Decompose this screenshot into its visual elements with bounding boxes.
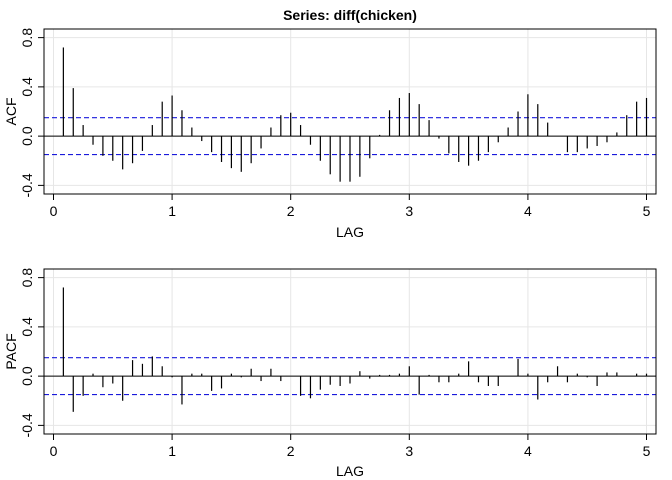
pacf-y-tick-label: -0.4	[19, 413, 35, 437]
acf-x-tick-label: 5	[643, 203, 651, 219]
pacf-y-tick-label: 0.0	[19, 366, 35, 386]
acf-plot-frame	[43, 28, 657, 195]
pacf-y-axis-title: PACF	[3, 333, 19, 369]
acf-y-tick-label: 0.4	[19, 77, 35, 97]
chart-title: Series: diff(chicken)	[283, 7, 417, 23]
pacf-x-tick-label: 0	[50, 443, 58, 459]
acf-x-tick-label: 0	[50, 203, 58, 219]
pacf-x-tick-label: 5	[643, 443, 651, 459]
pacf-x-axis-title: LAG	[336, 463, 364, 479]
acf-y-tick-label: 0.8	[19, 28, 35, 48]
acf-y-tick-label: -0.4	[19, 173, 35, 197]
acf-x-tick-label: 3	[405, 203, 413, 219]
pacf-y-tick-label: 0.8	[19, 268, 35, 288]
pacf-x-tick-label: 2	[287, 443, 295, 459]
pacf-x-tick-label: 1	[168, 443, 176, 459]
acf-x-axis-title: LAG	[336, 224, 364, 240]
acf-x-tick-label: 2	[287, 203, 295, 219]
acf-x-tick-label: 4	[524, 203, 532, 219]
acf-y-tick-label: 0.0	[19, 126, 35, 146]
acf-x-tick-label: 1	[168, 203, 176, 219]
acf-y-axis-title: ACF	[3, 98, 19, 126]
pacf-x-tick-label: 3	[405, 443, 413, 459]
pacf-y-tick-label: 0.4	[19, 317, 35, 337]
pacf-x-tick-label: 4	[524, 443, 532, 459]
pacf-plot-frame	[43, 268, 657, 435]
